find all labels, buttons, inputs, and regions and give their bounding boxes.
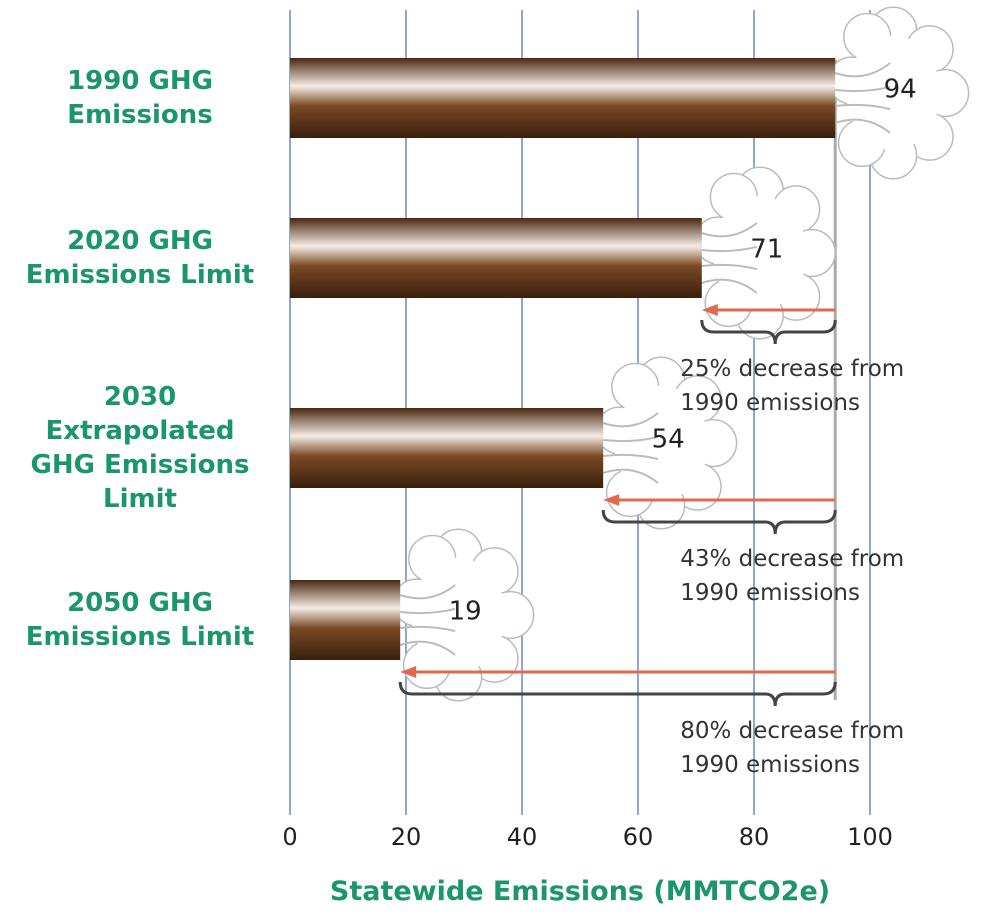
wind-line [835,85,891,93]
x-tick-label: 80 [739,823,770,851]
value-label: 94 [884,75,917,105]
arrow-head [701,304,718,316]
wind-line [399,640,456,656]
brace [700,319,837,345]
value-label: 71 [750,235,783,265]
y-tick-label: 2050 GHG Emissions Limit [25,588,255,652]
value-label: 19 [449,597,482,627]
bar [290,408,604,488]
x-axis-title: Statewide Emissions (MMTCO2e) [329,876,831,907]
brace [398,681,837,707]
wind-line [400,625,456,633]
wind-line [701,263,758,271]
x-tick-label: 0 [282,823,297,851]
x-tick-label: 60 [623,823,654,851]
bar [290,218,702,298]
wind-line [603,453,659,461]
value-label: 54 [652,425,685,455]
arrow-head [603,494,620,506]
annotation: 43% decrease from 1990 emissions [680,546,905,606]
x-tick-label: 40 [507,823,538,851]
brace [601,509,837,535]
wind-line [701,222,758,238]
wind-line [701,278,758,294]
wind-line [400,607,456,615]
wind-line [701,245,758,253]
y-tick-label: 2030 Extrapolated GHG Emissions Limit [30,382,250,514]
wind-line [603,435,659,443]
x-tick-label: 20 [391,823,422,851]
bar [290,580,401,660]
y-tick-label: 2020 GHG Emissions Limit [25,226,255,290]
wind-line [835,103,891,111]
wind-line [834,62,891,78]
arrow-head [400,666,417,678]
wind-line [399,584,456,600]
bar [290,58,836,138]
wind-line [834,118,891,134]
y-tick-label: 1990 GHG Emissions [67,66,213,130]
annotation: 25% decrease from 1990 emissions [680,356,905,416]
annotation: 80% decrease from 1990 emissions [680,718,905,778]
wind-line [602,412,659,428]
x-tick-label: 100 [847,823,893,851]
wind-line [602,468,659,484]
